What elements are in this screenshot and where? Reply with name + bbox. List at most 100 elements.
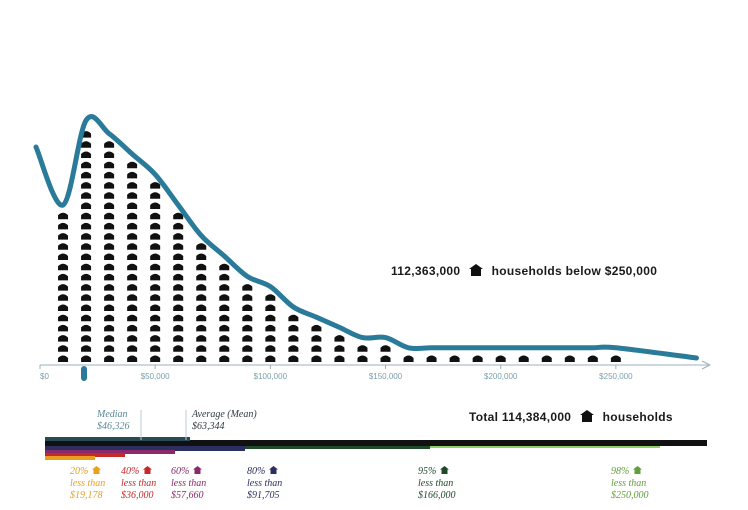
household-icon [104, 222, 115, 230]
household-icon [380, 355, 391, 362]
household-icon [81, 324, 92, 332]
household-icon [81, 171, 92, 179]
household-icon [58, 212, 69, 220]
house-icon [440, 466, 450, 474]
household-icon [127, 355, 138, 362]
household-icon [104, 141, 115, 148]
household-icon [81, 182, 92, 189]
household-icon [518, 355, 529, 362]
x-tick-label: $200,000 [484, 372, 518, 381]
x-tick: $50,000 [141, 365, 170, 381]
household-icon [610, 355, 621, 362]
household-icon [150, 294, 161, 301]
household-icon [495, 355, 506, 362]
household-icon [104, 182, 115, 189]
household-icon [81, 192, 92, 199]
bar [587, 355, 598, 362]
household-icon [104, 171, 115, 179]
bar [518, 355, 529, 362]
household-icon [173, 284, 184, 291]
household-icon [150, 202, 161, 209]
household-icon [58, 222, 69, 230]
bar [219, 263, 230, 362]
percentile-value: $250,000 [611, 490, 649, 501]
household-icon [265, 345, 276, 352]
household-icon [219, 335, 230, 342]
household-icon [58, 324, 69, 332]
x-tick-label: $150,000 [369, 372, 403, 381]
household-icon [150, 243, 161, 250]
household-icon [104, 263, 115, 271]
x-tick: $250,000 [599, 365, 633, 381]
household-icon [58, 233, 69, 240]
percentile-less-than: less than [247, 478, 283, 489]
household-icon [127, 263, 138, 271]
house-icon [92, 466, 102, 474]
household-icon [196, 273, 207, 281]
bar [610, 355, 621, 362]
bar [150, 182, 161, 362]
house-icon [633, 466, 643, 474]
bar [127, 161, 138, 362]
household-icon [58, 314, 69, 322]
mean-value: $63,344 [192, 421, 225, 432]
household-icon [104, 192, 115, 199]
household-icon [127, 273, 138, 281]
bar [541, 355, 552, 362]
x-tick-label: $0 [40, 372, 49, 381]
household-icon [150, 222, 161, 230]
percentile-item: 95% less than $166,000 [418, 466, 456, 502]
household-icon [288, 345, 299, 352]
household-icon [58, 273, 69, 281]
household-icon [127, 314, 138, 322]
bar [426, 355, 437, 362]
percentile-less-than: less than [171, 478, 207, 489]
household-icon [150, 345, 161, 352]
household-icon [81, 151, 92, 158]
household-icon [104, 151, 115, 158]
household-icon [81, 355, 92, 362]
percentile-item: 80% less than $91,705 [247, 466, 282, 502]
household-icon [81, 243, 92, 250]
bar [288, 314, 299, 362]
percentile-less-than: less than [418, 478, 454, 489]
household-icon [196, 324, 207, 332]
house-icon [469, 264, 484, 276]
household-icon [173, 243, 184, 250]
x-axis-arrow [701, 360, 712, 370]
household-icon [173, 294, 184, 301]
household-icon [81, 345, 92, 352]
households-below-value: 112,363,000 [391, 264, 461, 278]
x-axis-ticks: $0 $50,000 $100,000 $150,000 $200,000 $250,00… [39, 365, 633, 381]
household-icon [104, 253, 115, 260]
household-icon [150, 263, 161, 271]
household-icon [242, 324, 253, 332]
percentile-less-than: less than [611, 478, 647, 489]
household-icon [150, 192, 161, 199]
household-icon [173, 222, 184, 230]
x-tick-label: $100,000 [254, 372, 288, 381]
percentile-row: 98% [611, 466, 649, 478]
household-icon [403, 355, 414, 362]
percentile-row: 20% [70, 466, 105, 478]
household-icon [173, 345, 184, 352]
household-icon [104, 233, 115, 240]
household-icon [334, 345, 345, 352]
household-icon [311, 355, 322, 362]
household-icon [426, 355, 437, 362]
percentile-value: $19,178 [70, 490, 103, 501]
bar [173, 212, 184, 362]
household-icon [81, 304, 92, 311]
household-icon [196, 314, 207, 322]
house-icon [579, 410, 594, 422]
household-icon [196, 335, 207, 342]
bar [196, 243, 207, 362]
household-icon [81, 284, 92, 291]
percentile-item: 60% less than $57,660 [171, 466, 206, 502]
household-icon [127, 335, 138, 342]
household-icon [104, 161, 115, 169]
household-icon [127, 345, 138, 352]
percentile-item: 40% less than $36,000 [121, 466, 156, 502]
household-icon [81, 314, 92, 322]
